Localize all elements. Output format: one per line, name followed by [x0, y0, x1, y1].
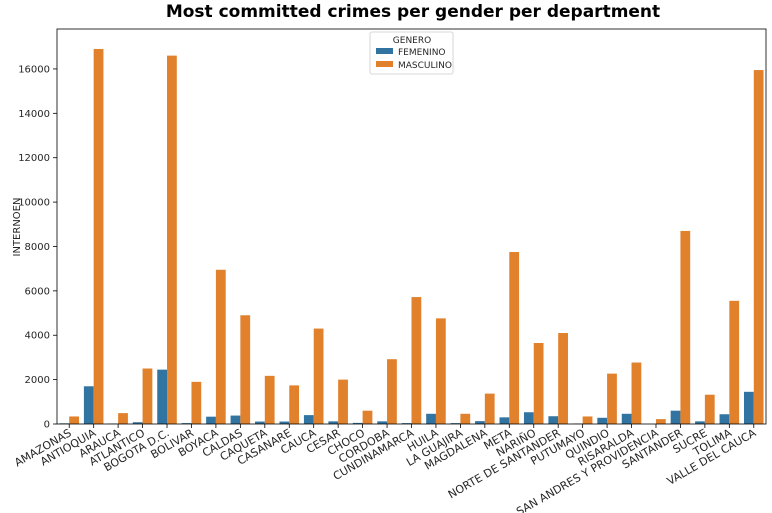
bar-femenino-risaralda	[621, 413, 632, 424]
bar-femenino-casanare	[279, 421, 290, 424]
bar-masculino-sucre	[704, 394, 715, 424]
bar-masculino-amazonas	[69, 416, 79, 424]
bar-femenino-cauca	[303, 415, 314, 424]
bar-masculino-putumayo	[582, 416, 593, 424]
bar-masculino-atlantico	[142, 368, 153, 424]
bar-masculino-narino	[533, 343, 544, 424]
bar-masculino-arauca	[118, 413, 128, 424]
bar-masculino-meta	[509, 252, 520, 424]
bar-masculino-choco	[362, 410, 373, 424]
bar-femenino-meta	[499, 417, 510, 424]
bar-masculino-magdalena	[484, 393, 495, 424]
y-tick-label-14000: 14000	[18, 109, 50, 120]
y-tick-label-0: 0	[44, 420, 50, 431]
bar-masculino-boyaca	[215, 269, 226, 424]
bar-femenino-narino	[523, 412, 534, 424]
chart-title: Most committed crimes per gender per dep…	[166, 2, 660, 22]
bar-masculino-caqueta	[264, 375, 275, 424]
bar-masculino-tolima	[729, 300, 740, 424]
y-tick-label-8000: 8000	[25, 242, 50, 253]
bar-masculino-bogota-d-c	[167, 55, 177, 424]
bar-femenino-quindio	[597, 417, 608, 424]
y-tick-label-12000: 12000	[18, 153, 50, 164]
bar-femenino-sucre	[695, 421, 705, 424]
bar-femenino-cesar	[328, 421, 339, 424]
bar-femenino-santander	[670, 410, 681, 424]
bar-masculino-bolivar	[191, 381, 202, 424]
bar-masculino-casanare	[289, 385, 300, 424]
bar-femenino-atlantico	[132, 422, 143, 424]
bar-masculino-caldas	[240, 315, 251, 424]
bar-masculino-huila	[435, 318, 446, 424]
legend: GENERO FEMENINO MASCULINO	[369, 31, 454, 75]
bar-masculino-cauca	[313, 328, 324, 424]
y-axis-label: INTERNOEN	[12, 198, 23, 257]
bar-femenino-boyaca	[206, 416, 216, 424]
bar-femenino-cordoba	[377, 421, 388, 424]
bar-femenino-magdalena	[475, 421, 485, 424]
bar-masculino-norte-de-santander	[558, 333, 568, 424]
y-tick-label-10000: 10000	[18, 198, 50, 209]
bar-masculino-la-guajira	[460, 413, 471, 424]
bar-femenino-huila	[426, 413, 436, 424]
bar-femenino-caldas	[230, 415, 241, 424]
legend-swatch-masculino	[376, 61, 393, 67]
bar-masculino-san-andres-y-providencia	[655, 419, 666, 424]
bar-femenino-bolivar	[181, 423, 192, 424]
bar-femenino-caqueta	[255, 421, 265, 424]
legend-swatch-femenino	[376, 48, 393, 54]
y-tick-label-2000: 2000	[25, 375, 50, 386]
y-ticks-group: 0 2000 4000 6000 8000 10000 12000 14000 16000	[18, 64, 57, 431]
bar-femenino-tolima	[719, 414, 730, 424]
bar-femenino-cundinamarca	[401, 423, 412, 424]
bar-masculino-valle-del-cauca	[753, 70, 764, 425]
bar-femenino-choco	[352, 422, 363, 424]
bars-group	[59, 48, 764, 425]
bar-masculino-risaralda	[631, 362, 642, 424]
bar-masculino-quindio	[607, 373, 617, 424]
bar-femenino-norte-de-santander	[548, 416, 559, 424]
bar-masculino-cesar	[338, 379, 348, 424]
legend-label-femenino: FEMENINO	[398, 48, 446, 58]
bar-masculino-santander	[680, 230, 691, 424]
legend-title: GENERO	[393, 36, 431, 46]
bar-femenino-antioquia	[83, 386, 94, 424]
y-tick-label-6000: 6000	[25, 286, 50, 297]
bar-femenino-bogota-d-c	[157, 369, 168, 424]
y-tick-label-16000: 16000	[18, 64, 50, 75]
bar-masculino-cordoba	[387, 359, 397, 424]
bar-masculino-antioquia	[93, 48, 104, 424]
bar-masculino-cundinamarca	[411, 297, 422, 424]
legend-label-masculino: MASCULINO	[398, 61, 452, 71]
bar-femenino-la-guajira	[450, 423, 461, 424]
y-tick-label-4000: 4000	[25, 331, 50, 342]
bar-femenino-valle-del-cauca	[744, 391, 754, 424]
